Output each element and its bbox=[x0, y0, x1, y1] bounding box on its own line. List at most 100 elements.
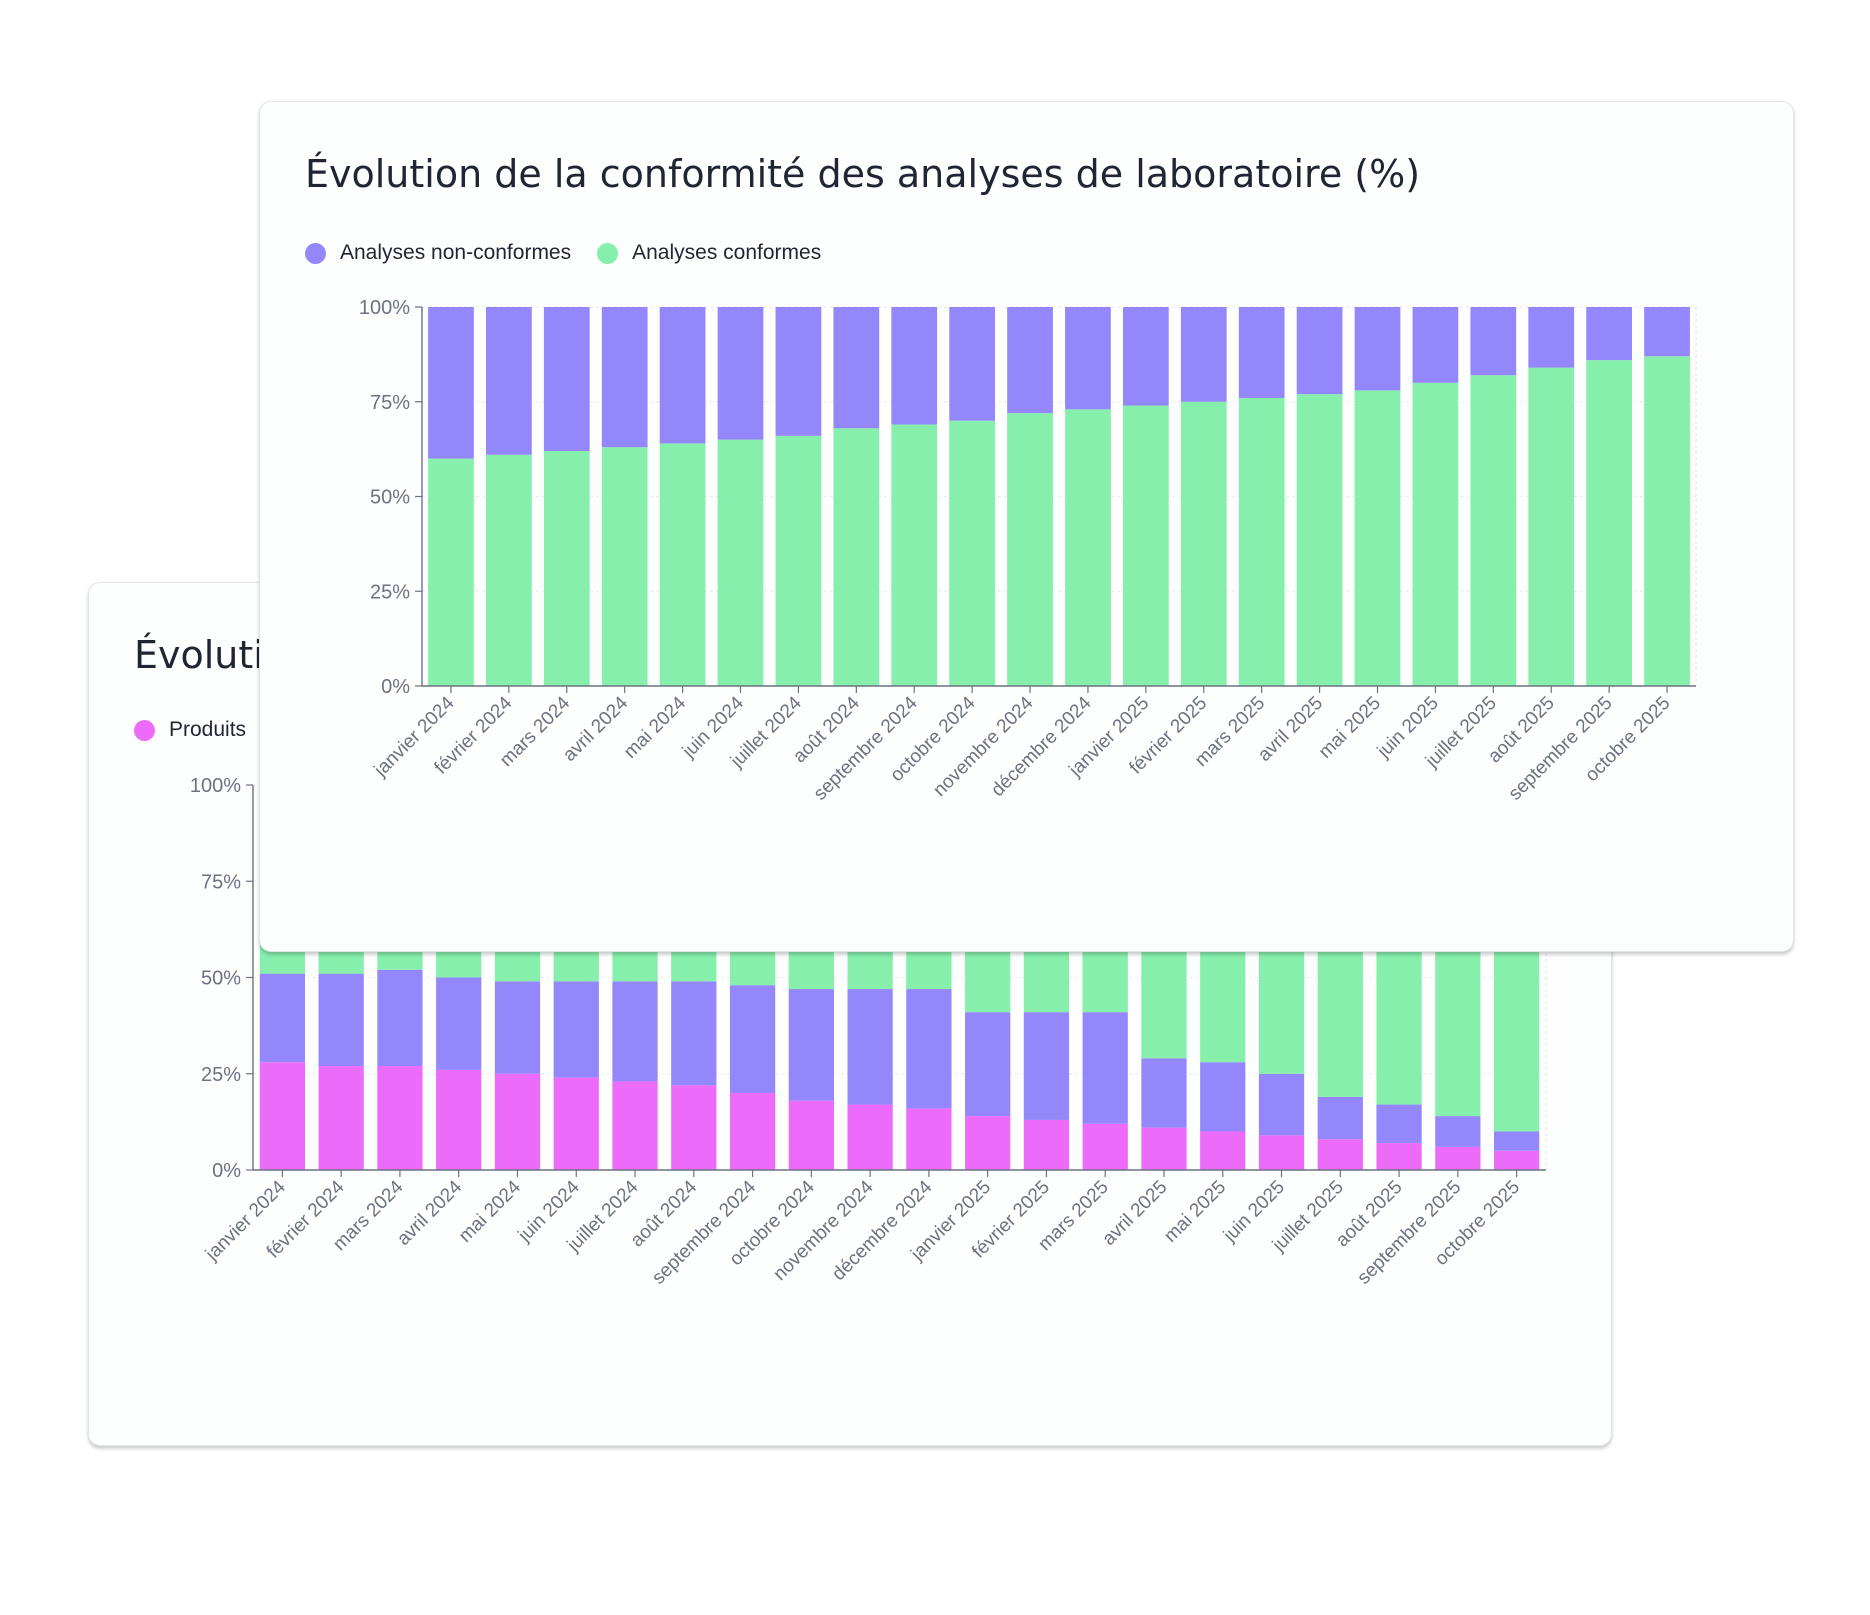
back-legend: Produits bbox=[134, 718, 272, 742]
y-tick-label: 0% bbox=[381, 676, 410, 698]
bar-segment bbox=[601, 447, 648, 686]
bar-segment bbox=[494, 1073, 541, 1170]
bar-segment bbox=[1317, 1139, 1363, 1170]
bar-segment bbox=[553, 981, 599, 1078]
bar-segment bbox=[949, 420, 996, 686]
bar-segment bbox=[659, 307, 706, 444]
bar-segment bbox=[436, 977, 482, 1070]
bar-segment bbox=[717, 439, 764, 686]
y-tick-label: 0% bbox=[212, 1160, 241, 1182]
bar-segment bbox=[612, 981, 658, 1082]
bar-segment bbox=[717, 307, 764, 440]
bar-segment bbox=[1258, 1135, 1305, 1170]
bar-segment bbox=[259, 973, 306, 1063]
y-tick-label: 100% bbox=[359, 297, 410, 319]
legend-item-produits[interactable]: Produits bbox=[134, 718, 246, 742]
bar-segment bbox=[1200, 1062, 1246, 1132]
legend-dot-conformes bbox=[597, 242, 619, 264]
bar-segment bbox=[1412, 382, 1459, 686]
bar-segment bbox=[494, 981, 541, 1074]
x-tick-label: avril 2024 bbox=[393, 1176, 466, 1249]
x-tick-label: mai 2024 bbox=[620, 692, 690, 762]
bar-segment bbox=[601, 307, 648, 448]
legend-item-conformes[interactable]: Analyses conformes bbox=[597, 241, 821, 265]
bar-segment bbox=[833, 307, 880, 429]
bar-segment bbox=[847, 1104, 893, 1170]
bar-segment bbox=[1238, 307, 1285, 398]
x-tick-label: septembre 2024 bbox=[648, 1176, 760, 1288]
bar-segment bbox=[1354, 307, 1401, 391]
bar-segment bbox=[1376, 1104, 1422, 1144]
bar-segment bbox=[788, 989, 834, 1101]
bar-segment bbox=[1586, 307, 1633, 361]
bar-segment bbox=[485, 454, 532, 686]
bar-segment bbox=[1141, 1058, 1187, 1128]
bar-segment bbox=[906, 1108, 952, 1170]
x-tick-label: novembre 2024 bbox=[769, 1176, 878, 1285]
bar-segment bbox=[1065, 307, 1111, 410]
bar-segment bbox=[965, 1012, 1011, 1117]
bar-segment bbox=[1376, 1143, 1422, 1170]
bar-segment bbox=[1435, 1116, 1481, 1147]
y-tick-label: 75% bbox=[370, 392, 410, 414]
bar-segment bbox=[1435, 1146, 1481, 1170]
bar-segment bbox=[485, 307, 532, 455]
x-tick-label: mai 2025 bbox=[1315, 693, 1385, 763]
y-tick-label: 25% bbox=[370, 581, 410, 603]
front-chart-title: Évolution de la conformité des analyses … bbox=[305, 152, 1421, 196]
bar-segment bbox=[1317, 1096, 1363, 1140]
back-chart-title: Évoluti bbox=[134, 633, 264, 677]
bar-segment bbox=[1258, 1073, 1305, 1136]
bar-segment bbox=[436, 1069, 482, 1170]
bar-segment bbox=[1528, 367, 1575, 686]
x-tick-label: avril 2025 bbox=[1098, 1177, 1171, 1250]
x-tick-label: décembre 2024 bbox=[828, 1176, 937, 1285]
y-tick-label: 25% bbox=[201, 1064, 241, 1086]
bar-segment bbox=[1180, 401, 1227, 686]
y-tick-label: 50% bbox=[201, 968, 241, 990]
bar-segment bbox=[1470, 375, 1517, 686]
y-tick-label: 75% bbox=[201, 871, 241, 893]
bar-segment bbox=[543, 307, 590, 452]
x-tick-label: mai 2025 bbox=[1160, 1177, 1230, 1247]
bar-segment bbox=[949, 307, 996, 421]
bar-segment bbox=[671, 981, 717, 1086]
bar-segment bbox=[729, 1093, 776, 1170]
bar-segment bbox=[1296, 307, 1343, 395]
bar-segment bbox=[1200, 1131, 1246, 1170]
legend-dot-produits bbox=[134, 719, 155, 741]
bar-segment bbox=[1007, 307, 1053, 414]
y-tick-label: 100% bbox=[190, 775, 241, 797]
bar-segment bbox=[1644, 307, 1690, 357]
bar-segment bbox=[543, 451, 590, 686]
x-tick-label: septembre 2025 bbox=[1505, 693, 1617, 805]
legend-item-non-conformes[interactable]: Analyses non-conformes bbox=[305, 241, 571, 265]
bar-segment bbox=[377, 1066, 423, 1170]
bar-segment bbox=[729, 985, 776, 1093]
bar-segment bbox=[1493, 1150, 1540, 1170]
legend-dot-non-conformes bbox=[305, 242, 326, 264]
bar-segment bbox=[1122, 405, 1169, 686]
bar-segment bbox=[788, 1100, 834, 1170]
bar-segment bbox=[891, 307, 938, 425]
bar-segment bbox=[612, 1081, 658, 1170]
bar-segment bbox=[906, 989, 952, 1109]
chart-card-front: Évolution de la conformité des analyses … bbox=[259, 101, 1794, 952]
bar-segment bbox=[259, 1062, 306, 1170]
bar-segment bbox=[891, 424, 938, 686]
bar-segment bbox=[428, 307, 474, 459]
bar-segment bbox=[775, 435, 822, 686]
bar-segment bbox=[1065, 409, 1111, 686]
bar-segment bbox=[318, 1066, 364, 1170]
bar-segment bbox=[1470, 307, 1517, 376]
bar-segment bbox=[553, 1077, 599, 1170]
bar-segment bbox=[428, 458, 474, 686]
bar-segment bbox=[377, 969, 423, 1067]
bar-segment bbox=[1007, 413, 1053, 686]
bar-segment bbox=[847, 989, 893, 1105]
bar-segment bbox=[1586, 360, 1633, 686]
x-tick-label: novembre 2024 bbox=[929, 692, 1038, 801]
bar-segment bbox=[318, 973, 364, 1067]
bar-segment bbox=[1528, 307, 1575, 368]
